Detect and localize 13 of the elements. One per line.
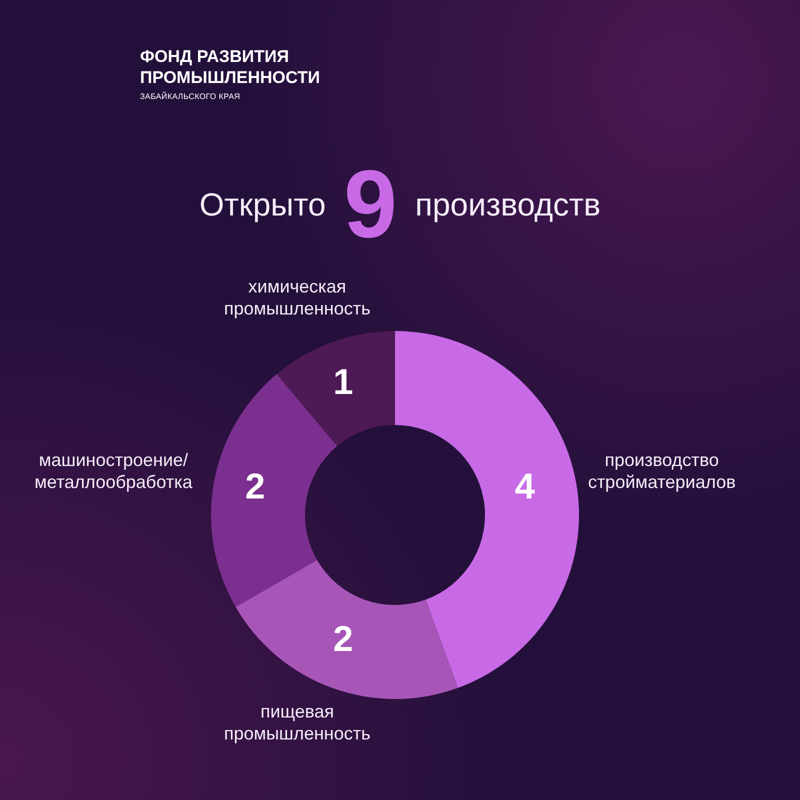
data-label: 4 <box>514 466 535 507</box>
slice-label: производство стройматериалов <box>588 450 736 492</box>
data-label: 1 <box>333 360 354 402</box>
slice-label: машиностроение/металлообработка <box>34 450 194 492</box>
donut-slice <box>276 331 395 446</box>
slice-label: химическая промышленность <box>224 276 371 319</box>
donut-slice <box>236 560 458 699</box>
donut-slice <box>395 331 579 688</box>
slice-label: пищевая промышленность <box>224 701 371 744</box>
text: ФОНД РАЗВИТИЯ ПРОМЫШЛЕННОСТИ <box>140 46 321 88</box>
text: ЗАБАЙКАЛЬСКОГО КРАЯ <box>140 92 242 101</box>
data-label: 2 <box>245 466 266 507</box>
data-label: 2 <box>333 618 354 660</box>
